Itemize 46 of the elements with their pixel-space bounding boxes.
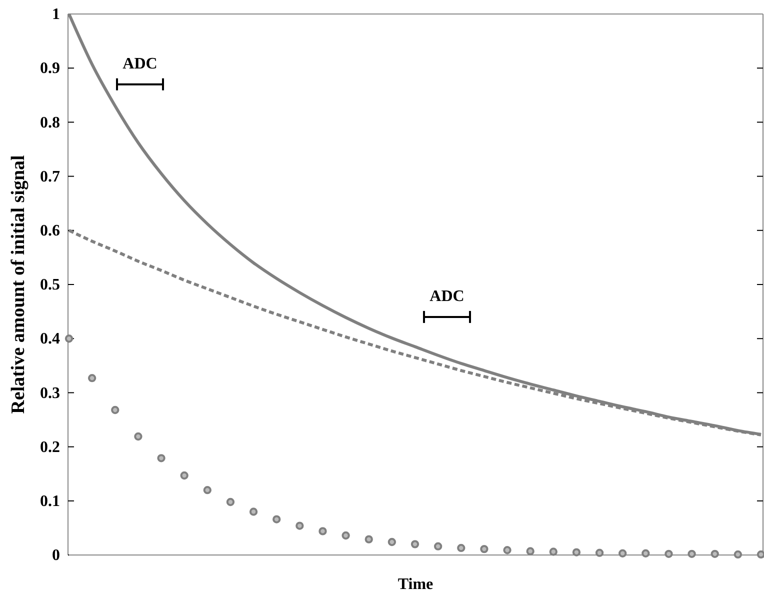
y-tick-label: 0.4 bbox=[40, 330, 60, 348]
point bbox=[64, 334, 74, 343]
y-tick-label: 1 bbox=[52, 6, 60, 24]
point bbox=[457, 544, 466, 552]
point bbox=[318, 527, 327, 536]
point bbox=[572, 548, 581, 556]
point bbox=[618, 549, 627, 558]
point bbox=[526, 547, 534, 556]
point bbox=[688, 550, 696, 558]
point bbox=[642, 549, 650, 558]
x-axis-title: Time bbox=[398, 576, 434, 593]
y-tick-label: 0.7 bbox=[40, 168, 60, 186]
point bbox=[503, 546, 512, 554]
y-tick-label: 0.1 bbox=[40, 493, 60, 510]
point bbox=[111, 406, 120, 414]
point bbox=[88, 374, 96, 382]
point bbox=[342, 531, 350, 540]
point bbox=[134, 432, 142, 441]
point bbox=[249, 508, 258, 516]
point bbox=[410, 540, 420, 548]
point bbox=[480, 544, 488, 554]
y-tick-label: 0.9 bbox=[40, 60, 60, 78]
point bbox=[180, 471, 188, 480]
y-axis-title: Relative amount of initial signal bbox=[8, 155, 29, 414]
point bbox=[203, 486, 212, 494]
point bbox=[664, 550, 673, 558]
point bbox=[595, 548, 604, 557]
annotation: ADC bbox=[122, 55, 158, 72]
point bbox=[434, 542, 442, 550]
point bbox=[549, 548, 558, 556]
y-tick-label: 0.6 bbox=[40, 222, 60, 240]
y-tick-label: 0 bbox=[52, 547, 60, 564]
y-tick-label: 0.2 bbox=[40, 438, 60, 456]
point bbox=[296, 522, 304, 530]
point bbox=[272, 515, 281, 524]
point bbox=[157, 454, 166, 462]
point bbox=[226, 498, 235, 506]
point bbox=[388, 538, 396, 546]
point bbox=[756, 550, 764, 559]
point bbox=[710, 550, 719, 558]
y-tick-label: 0.8 bbox=[40, 114, 60, 132]
y-tick-label: 0.3 bbox=[40, 384, 60, 402]
point bbox=[364, 535, 373, 544]
y-tick-label: 0.5 bbox=[40, 276, 60, 294]
annotation: ADC bbox=[430, 288, 464, 305]
point bbox=[734, 550, 742, 559]
